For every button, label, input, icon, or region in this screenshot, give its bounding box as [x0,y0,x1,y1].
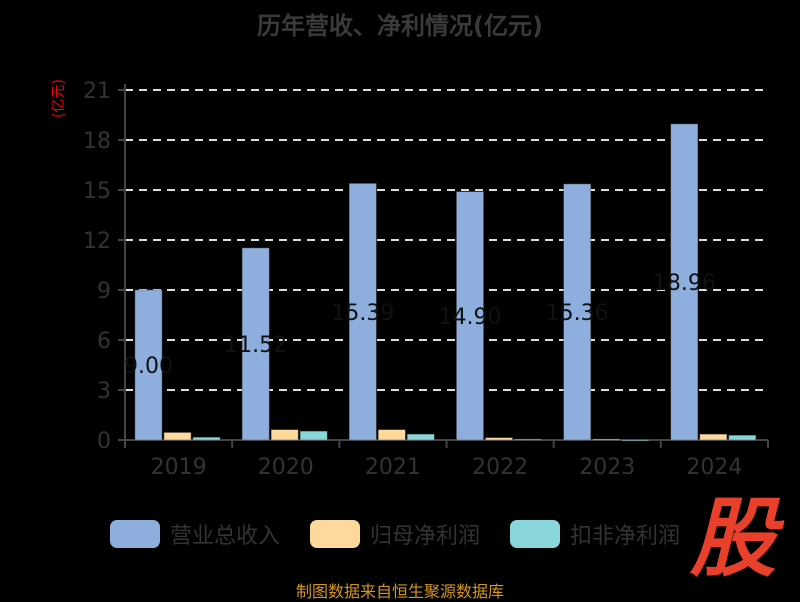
bar-归母净利润 [485,437,513,441]
bar-归母净利润 [163,432,192,441]
data-label: 11.52 [224,333,287,358]
bar-营业总收入 [241,247,270,441]
y-tick-label: 18 [83,129,111,154]
bar-扣非净利润 [621,439,649,442]
bar-扣非净利润 [728,435,757,441]
bar-营业总收入 [456,191,484,441]
legend-label: 归母净利润 [370,524,481,549]
bar-归母净利润 [592,438,620,441]
bar-扣非净利润 [299,430,328,441]
data-label: 18.96 [653,271,716,296]
y-tick-label: 3 [97,379,111,404]
x-tick-label: 2024 [686,455,742,480]
bar-归母净利润 [270,429,299,441]
bar-归母净利润 [699,433,728,441]
y-tick-label: 0 [97,429,111,454]
legend-item-net-profit[interactable]: 归母净利润 [310,518,480,550]
x-tick-label: 2022 [472,455,528,480]
bar-扣非净利润 [514,438,542,441]
bar-营业总收入 [670,123,699,441]
y-tick-label: 15 [83,179,111,204]
x-tick-label: 2023 [579,455,635,480]
data-label: 15.36 [546,301,609,326]
legend-label: 营业总收入 [170,524,281,549]
bar-扣非净利润 [407,433,435,441]
chart-title: 历年营收、净利情况(亿元) [257,12,543,40]
legend-swatch [310,520,360,548]
legend-item-revenue[interactable]: 营业总收入 [110,518,280,550]
data-label: 9.00 [124,354,173,379]
x-tick-label: 2019 [151,455,207,480]
x-tick-label: 2021 [365,455,421,480]
bar-营业总收入 [349,183,377,441]
bar-营业总收入 [563,183,591,441]
bar-营业总收入 [134,289,163,441]
x-tick-label: 2020 [258,455,314,480]
y-tick-label: 12 [83,229,111,254]
data-label: 14.90 [439,305,502,330]
bar-扣非净利润 [192,437,221,441]
logo: 股 [690,489,776,589]
y-tick-label: 21 [83,79,111,104]
data-label: 15.39 [331,301,394,326]
legend-label: 扣非净利润 [570,524,681,549]
legend-swatch [110,520,160,548]
data-source-footer: 制图数据来自恒生聚源数据库 [295,582,504,601]
legend-swatch [510,520,560,548]
legend-item-deducted-profit[interactable]: 扣非净利润 [510,518,680,550]
y-tick-label: 9 [97,279,111,304]
bar-归母净利润 [378,429,406,441]
y-tick-label: 6 [97,329,111,354]
